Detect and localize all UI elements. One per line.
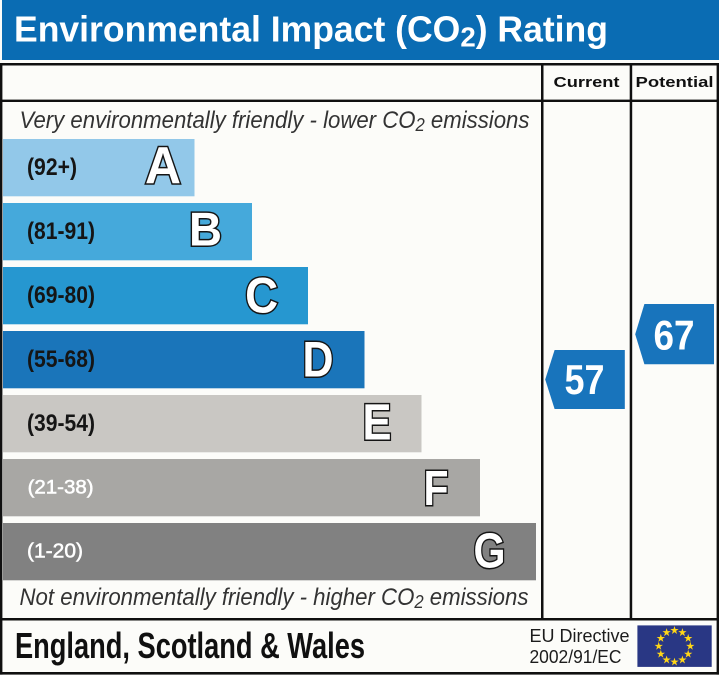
svg-text:F: F xyxy=(424,462,449,516)
svg-text:EU Directive: EU Directive xyxy=(530,625,630,646)
svg-text:Environmental Impact (CO2) Rat: Environmental Impact (CO2) Rating xyxy=(14,9,608,53)
svg-text:B: B xyxy=(189,204,222,257)
svg-text:A: A xyxy=(145,137,181,195)
svg-text:(1-20): (1-20) xyxy=(27,540,83,562)
svg-text:2002/91/EC: 2002/91/EC xyxy=(530,646,622,667)
svg-text:(81-91): (81-91) xyxy=(27,218,95,245)
svg-text:England, Scotland & Wales: England, Scotland & Wales xyxy=(15,625,365,666)
svg-text:(55-68): (55-68) xyxy=(27,346,95,373)
svg-text:67: 67 xyxy=(654,311,695,358)
svg-text:D: D xyxy=(303,332,334,388)
svg-text:Not environmentally friendly -: Not environmentally friendly - higher CO… xyxy=(20,584,529,612)
svg-text:E: E xyxy=(363,394,392,451)
svg-text:Current: Current xyxy=(554,75,620,91)
svg-text:(92+): (92+) xyxy=(27,154,77,181)
svg-text:C: C xyxy=(245,267,278,323)
svg-text:G: G xyxy=(474,525,506,579)
svg-text:57: 57 xyxy=(565,356,605,403)
svg-text:(39-54): (39-54) xyxy=(27,410,95,437)
svg-text:(69-80): (69-80) xyxy=(27,282,95,309)
svg-text:(21-38): (21-38) xyxy=(28,477,94,499)
svg-text:Potential: Potential xyxy=(636,75,714,91)
svg-text:Very environmentally friendly: Very environmentally friendly - lower CO… xyxy=(20,107,530,135)
